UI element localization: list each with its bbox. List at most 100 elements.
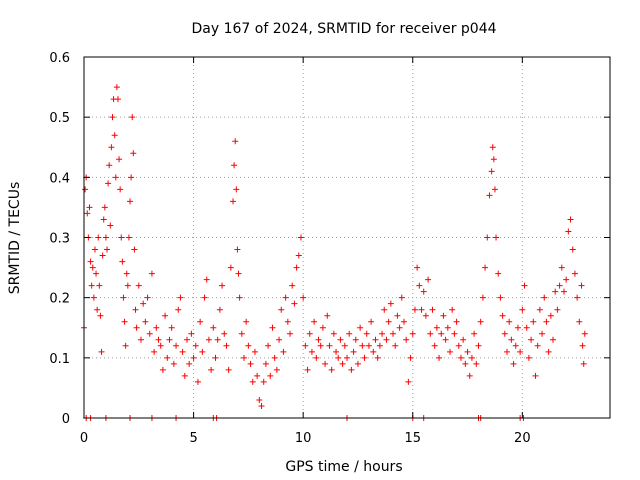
y-tick-label: 0.1: [49, 352, 70, 367]
data-point: [322, 360, 329, 367]
data-point: [258, 402, 265, 409]
data-point: [484, 234, 491, 241]
data-point: [579, 342, 586, 349]
data-point: [302, 342, 309, 349]
data-point: [278, 306, 285, 313]
data-point: [122, 342, 129, 349]
data-point: [414, 264, 421, 271]
data-point: [175, 306, 182, 313]
data-point: [464, 348, 471, 355]
data-point: [451, 330, 458, 337]
data-point: [508, 336, 515, 343]
data-point: [317, 342, 324, 349]
data-point: [311, 318, 318, 325]
data-point: [326, 342, 333, 349]
data-point: [192, 342, 199, 349]
data-point: [503, 348, 510, 355]
data-point: [539, 330, 546, 337]
data-point: [433, 324, 440, 331]
data-point: [493, 234, 500, 241]
data-point: [344, 354, 350, 361]
data-point: [289, 282, 296, 289]
data-point: [223, 342, 230, 349]
x-tick-label: 0: [80, 431, 88, 446]
data-point: [466, 372, 473, 379]
data-point: [91, 246, 98, 253]
data-point: [113, 84, 120, 91]
y-axis-label: SRMTID / TECUs: [7, 182, 23, 295]
data-point: [556, 282, 563, 289]
data-point: [514, 324, 521, 331]
data-point: [99, 252, 106, 259]
data-point: [117, 186, 124, 193]
data-point: [243, 318, 250, 325]
data-point: [105, 180, 112, 187]
data-point: [497, 294, 504, 301]
data-point: [293, 264, 300, 271]
data-point: [506, 318, 513, 325]
data-point: [438, 330, 445, 337]
data-point: [567, 216, 574, 223]
data-point: [111, 132, 118, 139]
data-point: [416, 282, 423, 289]
data-point: [144, 294, 151, 301]
data-point: [361, 354, 368, 361]
axis-ticks: 0 0.1 0.2 0.3 0.4 0.5 0.6 0 5 10 15 20: [49, 51, 610, 446]
data-point: [521, 282, 528, 289]
data-point: [130, 150, 137, 157]
data-point: [554, 306, 561, 313]
data-point: [287, 330, 294, 337]
data-point: [512, 342, 519, 349]
data-point: [87, 258, 94, 265]
data-point: [235, 270, 242, 277]
data-point: [236, 294, 243, 301]
data-point: [471, 330, 478, 337]
data-point: [265, 342, 272, 349]
data-point: [210, 324, 217, 331]
data-point: [197, 318, 204, 325]
data-point: [212, 354, 219, 361]
data-point: [233, 186, 240, 193]
data-point: [563, 276, 570, 283]
data-point: [102, 234, 109, 241]
data-point: [523, 324, 530, 331]
data-point: [429, 306, 436, 313]
data-point: [315, 336, 322, 343]
data-point: [528, 336, 535, 343]
data-point: [400, 318, 407, 325]
data-point: [208, 366, 215, 373]
data-point: [282, 294, 289, 301]
data-point: [308, 348, 315, 355]
data-point: [234, 246, 241, 253]
data-point: [101, 204, 108, 211]
data-point: [495, 270, 502, 277]
data-point: [374, 354, 381, 361]
data-point: [532, 372, 539, 379]
data-point: [125, 234, 132, 241]
x-tick-label: 15: [404, 431, 421, 446]
data-point: [488, 168, 495, 175]
data-point: [90, 294, 97, 301]
data-point: [238, 330, 245, 337]
data-point: [108, 144, 115, 151]
data-point: [199, 348, 206, 355]
data-point: [425, 276, 432, 283]
data-point: [354, 360, 361, 367]
data-point: [482, 264, 489, 271]
data-point: [203, 276, 210, 283]
data-point: [88, 282, 95, 289]
data-point: [468, 354, 475, 361]
data-point: [98, 348, 105, 355]
data-point: [89, 264, 96, 271]
data-point: [490, 156, 497, 163]
data-point: [530, 318, 537, 325]
data-point: [346, 330, 353, 337]
data-points: [81, 84, 588, 421]
data-point: [376, 342, 383, 349]
data-point: [205, 336, 212, 343]
data-point: [499, 312, 506, 319]
data-point: [576, 318, 583, 325]
data-point: [214, 336, 221, 343]
data-point: [405, 378, 412, 385]
data-point: [107, 222, 114, 229]
